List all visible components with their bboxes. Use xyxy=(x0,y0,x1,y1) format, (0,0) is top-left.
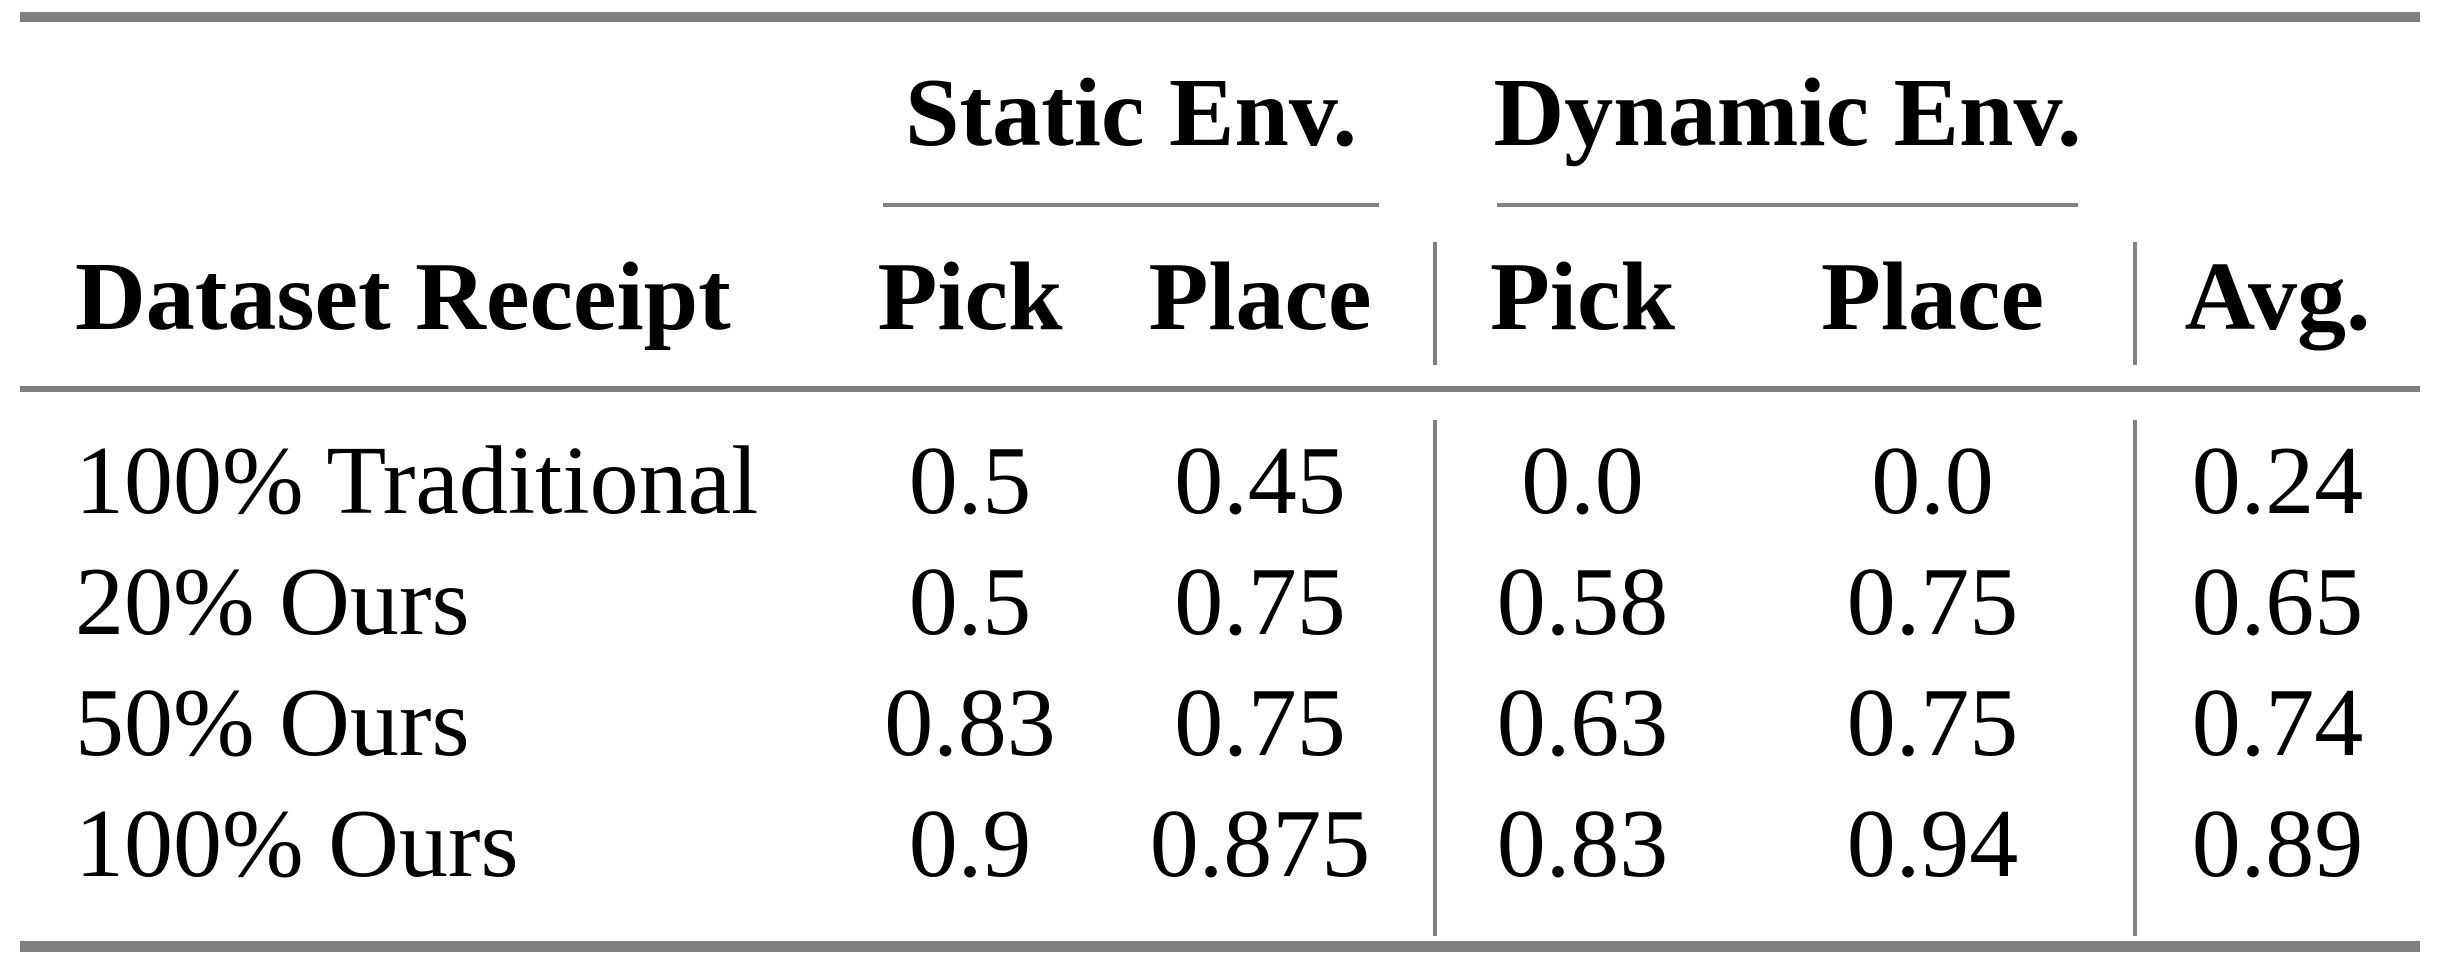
avg-value: 0.89 xyxy=(2191,789,2364,898)
dynamic-env-underline-rule xyxy=(1497,203,2078,207)
static-place-value: 0.75 xyxy=(1174,547,1346,656)
avg-value: 0.74 xyxy=(2191,668,2364,777)
static-place-value: 0.75 xyxy=(1174,668,1346,777)
table-row: 100% Traditional 0.5 0.45 0.0 0.0 0.24 xyxy=(20,420,2420,541)
column-header-row: Dataset Receipt Pick Place Pick Place Av… xyxy=(20,208,2420,386)
dynamic-place-value: 0.75 xyxy=(1846,547,2019,656)
table-row: 100% Ours 0.9 0.875 0.83 0.94 0.89 xyxy=(20,783,2420,904)
static-pick-value: 0.9 xyxy=(908,789,1032,898)
group-header-static-env-label: Static Env. xyxy=(905,58,1357,167)
static-env-underline-rule xyxy=(883,203,1379,207)
column-header-dynamic-pick: Pick xyxy=(1489,243,1676,351)
vertical-separator-dynamic-avg-header xyxy=(2133,242,2137,365)
static-place-value: 0.875 xyxy=(1149,789,1371,898)
dynamic-pick-value: 0.0 xyxy=(1521,426,1644,535)
static-place-value: 0.45 xyxy=(1174,426,1346,535)
column-header-avg: Avg. xyxy=(2184,243,2371,351)
static-pick-value: 0.5 xyxy=(908,547,1032,656)
dynamic-place-value: 0.75 xyxy=(1846,668,2019,777)
dynamic-pick-value: 0.83 xyxy=(1496,789,1669,898)
dynamic-pick-value: 0.63 xyxy=(1496,668,1669,777)
static-pick-value: 0.83 xyxy=(884,668,1056,777)
vertical-separator-static-dynamic-header xyxy=(1433,242,1437,365)
vertical-separator-static-dynamic-body xyxy=(1433,420,1437,936)
avg-value: 0.65 xyxy=(2191,547,2364,656)
dynamic-pick-value: 0.58 xyxy=(1496,547,1669,656)
column-header-dynamic-place: Place xyxy=(1820,243,2045,351)
row-label: 100% Traditional xyxy=(75,426,759,535)
dynamic-place-value: 0.94 xyxy=(1846,789,2019,898)
group-header-dynamic-env-label: Dynamic Env. xyxy=(1493,58,2082,167)
table-row: 20% Ours 0.5 0.75 0.58 0.75 0.65 xyxy=(20,541,2420,662)
group-header-static-env: Static Env. xyxy=(883,22,1379,203)
dynamic-place-value: 0.0 xyxy=(1871,426,1994,535)
row-label: 50% Ours xyxy=(75,668,470,777)
group-header-dynamic-env: Dynamic Env. xyxy=(1493,22,2081,203)
avg-value: 0.24 xyxy=(2191,426,2364,535)
row-label: 20% Ours xyxy=(75,547,470,656)
table-mid-rule xyxy=(20,386,2420,392)
row-label: 100% Ours xyxy=(75,789,519,898)
table-bottom-rule xyxy=(20,941,2420,952)
table-row: 50% Ours 0.83 0.75 0.63 0.75 0.74 xyxy=(20,662,2420,783)
column-header-dataset-receipt: Dataset Receipt xyxy=(75,243,731,351)
table-body: 100% Traditional 0.5 0.45 0.0 0.0 0.24 2… xyxy=(20,392,2420,941)
vertical-separator-dynamic-avg-body xyxy=(2133,420,2137,936)
column-header-static-place: Place xyxy=(1148,243,1372,351)
static-pick-value: 0.5 xyxy=(908,426,1032,535)
column-header-static-pick: Pick xyxy=(877,243,1063,351)
table-top-rule xyxy=(20,12,2420,22)
